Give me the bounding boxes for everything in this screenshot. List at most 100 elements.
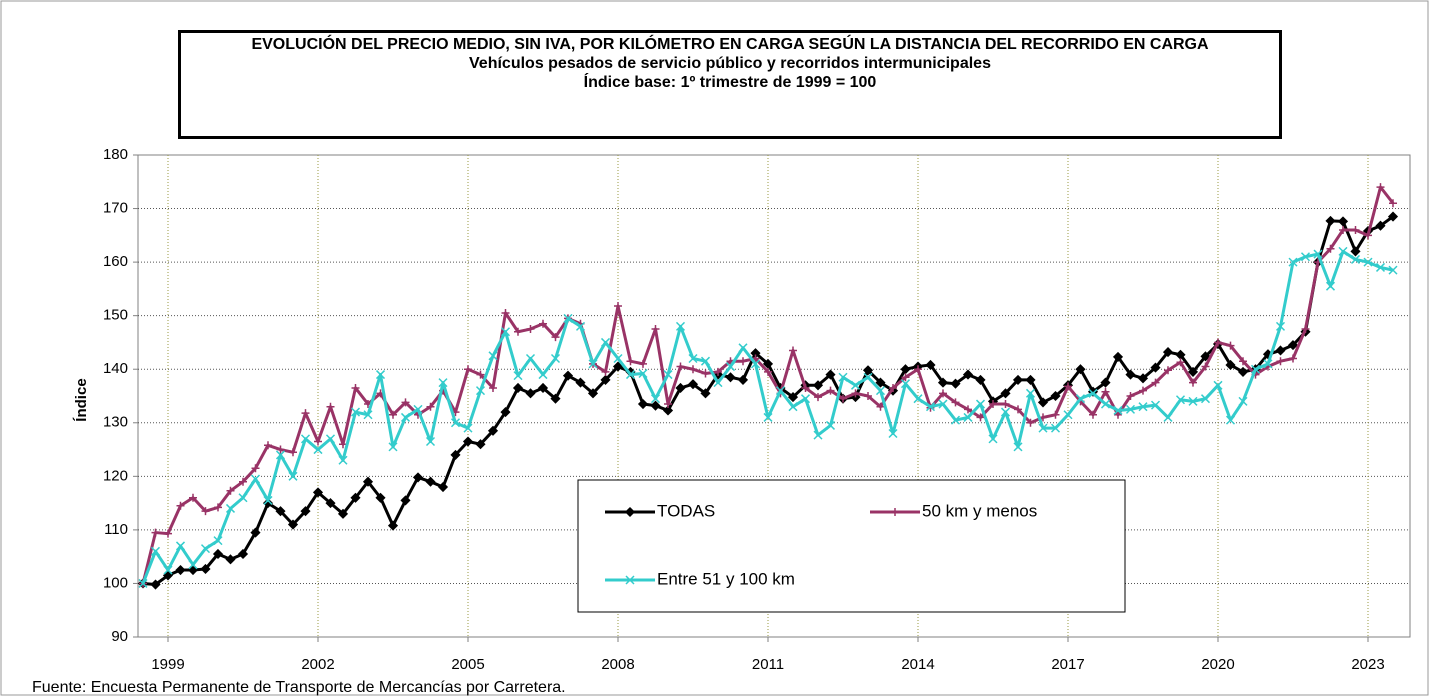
marker (1287, 340, 1299, 351)
marker (739, 357, 747, 366)
marker (412, 472, 424, 483)
marker (1376, 183, 1385, 192)
marker (500, 407, 511, 418)
legend (577, 479, 1126, 613)
marker (1050, 390, 1061, 402)
marker (825, 369, 836, 380)
marker (914, 365, 922, 374)
marker (700, 356, 711, 366)
marker (1213, 380, 1223, 390)
marker (513, 371, 523, 381)
marker (801, 383, 810, 392)
marker (214, 503, 222, 512)
marker (488, 351, 498, 361)
marker (962, 369, 974, 380)
marker (337, 508, 349, 519)
marker (725, 372, 736, 383)
marker (489, 383, 497, 392)
marker (1200, 394, 1211, 404)
marker (550, 353, 561, 364)
marker (212, 548, 224, 560)
marker (1113, 405, 1123, 415)
marker (864, 392, 872, 400)
marker (312, 487, 324, 498)
marker (288, 471, 298, 481)
marker (1238, 396, 1248, 406)
marker (151, 528, 160, 537)
marker (875, 386, 886, 396)
marker (650, 394, 661, 404)
marker (351, 383, 360, 392)
x-tick-label: 2014 (901, 656, 934, 673)
y-tick-label: 100 (103, 574, 128, 591)
marker (1214, 338, 1222, 347)
marker (1064, 382, 1072, 391)
marker (862, 365, 874, 376)
marker (464, 365, 472, 374)
marker (387, 520, 399, 531)
marker (950, 378, 961, 389)
marker (975, 374, 986, 385)
marker (350, 492, 361, 503)
marker (213, 536, 223, 546)
marker (964, 405, 972, 414)
marker (875, 377, 886, 388)
marker (1014, 405, 1022, 414)
marker (988, 434, 998, 444)
marker (525, 388, 536, 399)
marker (775, 386, 786, 396)
marker (588, 359, 598, 369)
marker (201, 507, 210, 516)
marker (225, 503, 236, 513)
marker (150, 546, 161, 556)
marker (575, 377, 586, 388)
chart-title: EVOLUCIÓN DEL PRECIO MEDIO, SIN IVA, POR… (251, 36, 1209, 53)
marker (1351, 225, 1360, 234)
marker (1364, 231, 1372, 240)
marker (275, 450, 286, 460)
marker (300, 506, 311, 517)
marker (1051, 410, 1060, 419)
marker (814, 393, 822, 402)
marker (750, 359, 761, 369)
marker (1075, 394, 1086, 404)
marker (1089, 410, 1097, 419)
marker (650, 400, 661, 411)
marker (551, 333, 560, 342)
marker (438, 378, 448, 388)
marker (388, 442, 398, 452)
marker (639, 359, 647, 368)
marker (1137, 373, 1149, 384)
marker (363, 410, 373, 420)
marker (175, 541, 186, 551)
source: Fuente: Encuesta Permanente de Transport… (32, 679, 566, 696)
marker (713, 378, 723, 388)
y-tick-label: 150 (103, 307, 128, 324)
marker (338, 455, 348, 465)
marker (1013, 442, 1023, 452)
y-tick-label: 90 (111, 628, 128, 645)
marker (262, 498, 274, 509)
y-tick-label: 180 (103, 146, 128, 163)
marker (176, 501, 185, 510)
marker (788, 402, 798, 412)
x-tick-label: 2020 (1201, 656, 1234, 673)
marker (664, 400, 672, 409)
marker (675, 321, 686, 331)
y-tick-label: 140 (103, 360, 128, 377)
y-tick-label: 110 (104, 521, 128, 538)
marker (1188, 396, 1198, 406)
lines (137, 183, 1399, 590)
marker (512, 382, 524, 394)
marker (614, 302, 622, 311)
x-tick-label: 2023 (1351, 656, 1384, 673)
marker (725, 362, 736, 372)
marker (850, 380, 861, 390)
marker (600, 374, 611, 385)
marker (687, 379, 699, 390)
marker (1100, 377, 1111, 388)
marker (625, 575, 635, 585)
marker (1025, 388, 1036, 398)
marker (889, 383, 897, 392)
marker (450, 449, 461, 460)
